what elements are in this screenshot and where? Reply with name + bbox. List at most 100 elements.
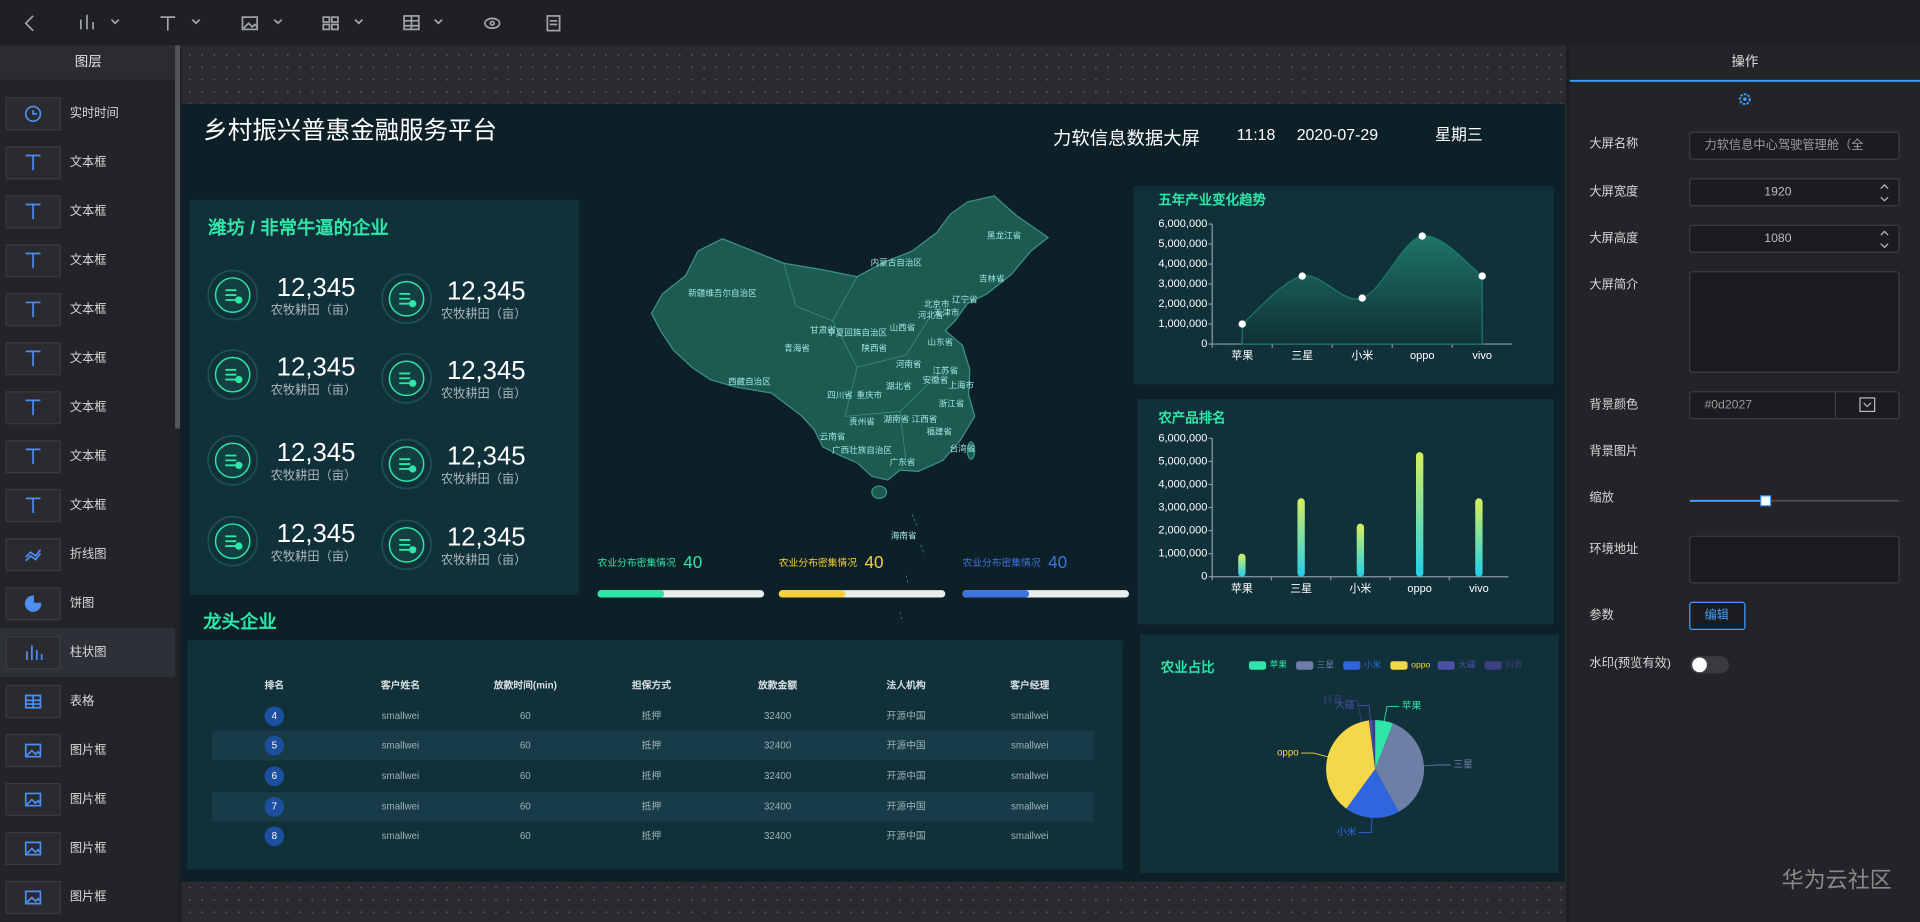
legend-swatch[interactable] <box>1296 661 1314 670</box>
layer-label[interactable]: 图片框 <box>70 841 107 855</box>
layer-icon-box[interactable] <box>5 832 61 866</box>
layer-label[interactable]: 文本框 <box>70 399 107 414</box>
intro-textarea[interactable] <box>1689 271 1900 373</box>
spinners[interactable] <box>1880 184 1889 249</box>
layer-label[interactable]: 图片框 <box>70 890 107 904</box>
table-cell: 开源中国 <box>887 829 926 842</box>
edit-button-label[interactable]: 编辑 <box>1704 607 1728 622</box>
stat-value: 12,345 <box>447 357 526 385</box>
field-label: 背景图片 <box>1589 444 1638 458</box>
layer-icon <box>24 792 42 807</box>
layer-label[interactable]: 文本框 <box>70 154 107 169</box>
layer-label[interactable]: 文本框 <box>70 301 107 316</box>
legend-label[interactable]: 小米 <box>1364 659 1382 670</box>
stat-value: 12,345 <box>447 443 526 471</box>
edit-button[interactable] <box>1689 601 1746 630</box>
layer-label[interactable]: 文本框 <box>70 252 107 267</box>
map-label: 河北省 <box>918 309 944 320</box>
layer-label[interactable]: 图片框 <box>70 792 107 806</box>
legend-label[interactable]: 抖音 <box>1505 659 1523 670</box>
table-cell: 60 <box>520 771 531 782</box>
layer-label[interactable]: 表格 <box>70 693 94 708</box>
layer-icon-box[interactable] <box>5 636 61 670</box>
legend-label[interactable]: 苹果 <box>1270 659 1288 670</box>
layer-label[interactable]: 文本框 <box>70 350 107 365</box>
table-cell: 5 <box>272 740 278 751</box>
gear-tab[interactable] <box>1738 93 1751 106</box>
y-tick-label: 0 <box>1201 338 1207 350</box>
x-tick-label: vivo <box>1469 583 1489 595</box>
legend-swatch[interactable] <box>1437 661 1455 670</box>
layer-icon-box[interactable] <box>5 880 61 915</box>
layer-label[interactable]: 文本框 <box>70 448 107 463</box>
width-input[interactable] <box>1689 178 1900 207</box>
toolbar <box>0 0 1920 46</box>
table-cell: 抵押 <box>642 799 662 812</box>
pie-slice <box>1375 723 1425 812</box>
layer-label[interactable]: 柱状图 <box>70 644 107 659</box>
bar <box>1297 498 1305 577</box>
stat-value: 12,345 <box>277 353 356 381</box>
height-input[interactable] <box>1689 224 1900 253</box>
legend-label[interactable]: 三星 <box>1317 660 1335 670</box>
watermark: 华为云社区 <box>1782 867 1892 892</box>
progress-value: 40 <box>1048 552 1067 572</box>
layer-label[interactable]: 饼图 <box>70 596 94 610</box>
y-tick-label: 2,000,000 <box>1158 524 1207 536</box>
scrollbar[interactable] <box>175 45 181 429</box>
toolbar-icons[interactable] <box>24 14 561 32</box>
layer-icon <box>25 399 41 416</box>
y-tick-label: 2,000,000 <box>1158 298 1207 310</box>
progress-label: 农业分布密集情况 <box>598 556 676 569</box>
pie-slice <box>1368 720 1376 769</box>
field-label: 大屏宽度 <box>1589 183 1638 198</box>
pie-slice <box>1326 720 1376 809</box>
stat-icon-ring <box>381 438 432 490</box>
rank-badge <box>264 797 285 817</box>
layer-icon <box>24 105 42 123</box>
zoom-handle[interactable] <box>1760 495 1772 507</box>
rank-badge <box>264 826 285 847</box>
progress-fill <box>962 590 1030 598</box>
layer-icon-box[interactable] <box>5 783 61 817</box>
map-label: 江西省 <box>912 413 938 424</box>
layer-label[interactable]: 图片框 <box>70 743 107 757</box>
legend-swatch[interactable] <box>1484 661 1502 670</box>
legend-swatch[interactable] <box>1390 661 1408 670</box>
name-input[interactable] <box>1689 131 1900 160</box>
stat-icon-ring <box>207 269 259 321</box>
layer-label[interactable]: 实时时间 <box>70 105 119 120</box>
legend-swatch[interactable] <box>1248 661 1267 670</box>
table-title: 龙头企业 <box>202 611 276 632</box>
layer-icon-box[interactable] <box>5 734 61 768</box>
color-picker[interactable] <box>1859 397 1876 413</box>
layer-label[interactable]: 文本框 <box>70 497 107 512</box>
map-label: 重庆市 <box>857 389 883 400</box>
stat-icon-coin <box>235 296 243 304</box>
layer-label[interactable]: 折线图 <box>70 546 107 561</box>
layer-label[interactable]: 文本框 <box>70 203 107 218</box>
table-cell: 8 <box>272 831 278 842</box>
color-input[interactable] <box>1689 391 1900 420</box>
x-tick-label: 小米 <box>1351 349 1373 362</box>
legend-swatch[interactable] <box>1343 661 1361 670</box>
pie-label: 抖音 <box>1323 693 1343 706</box>
stat-value: 12,345 <box>447 524 526 552</box>
legend-label[interactable]: 大疆 <box>1458 659 1476 670</box>
field-label: 参数 <box>1589 607 1613 622</box>
table-cell: smallwei <box>1011 831 1049 842</box>
map-label: 北京市 <box>924 298 950 309</box>
x-tick-label: 三星 <box>1290 582 1312 595</box>
y-tick-label: 3,000,000 <box>1158 278 1207 290</box>
table-cell: 抵押 <box>642 829 662 842</box>
legend-label[interactable]: oppo <box>1411 660 1430 670</box>
settings-panel <box>1569 45 1920 922</box>
map-label: 福建省 <box>926 425 952 436</box>
env-textarea[interactable] <box>1689 535 1900 584</box>
progress-fill <box>778 590 846 598</box>
field-label: 水印(预览有效) <box>1589 655 1671 670</box>
y-tick-label: 1,000,000 <box>1158 548 1207 560</box>
map-label: 上海市 <box>948 379 974 390</box>
layer-icon <box>25 497 41 514</box>
